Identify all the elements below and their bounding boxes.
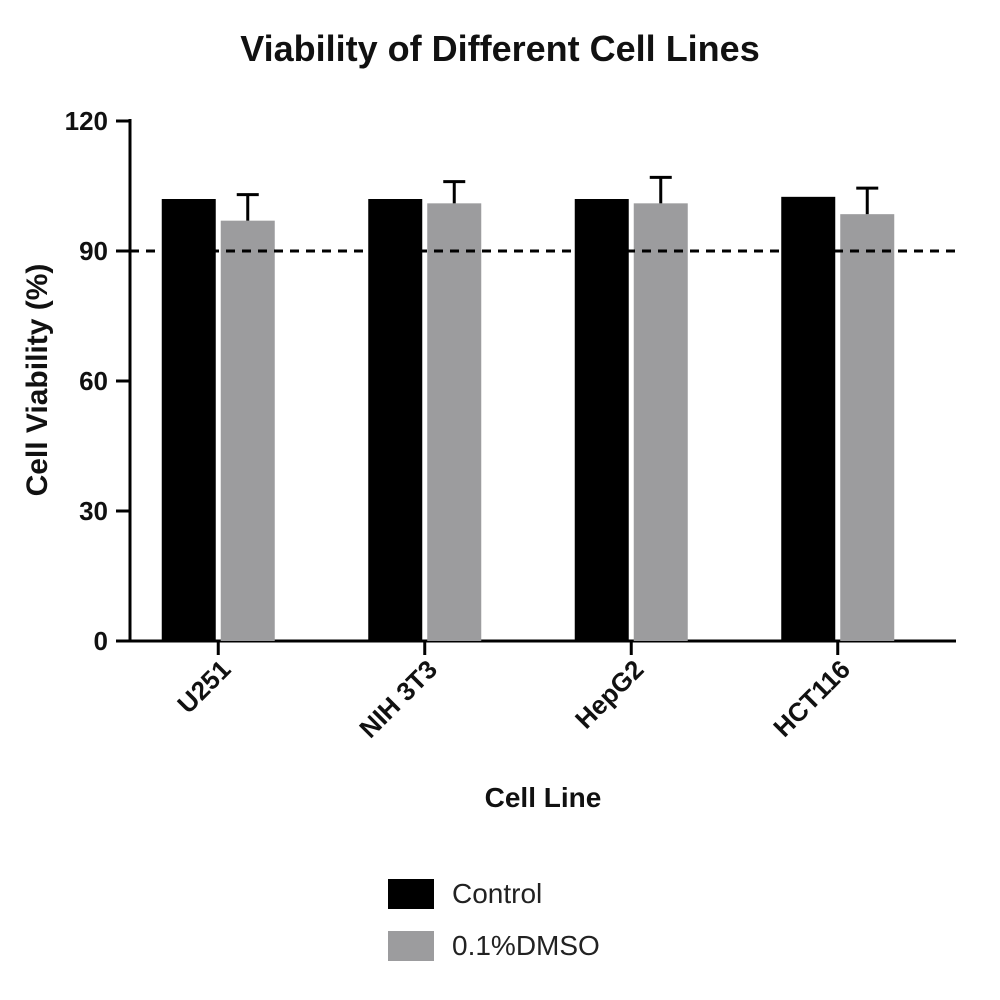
bar-dmso bbox=[427, 203, 482, 642]
y-tick-label: 90 bbox=[79, 236, 108, 266]
x-tick-label: U251 bbox=[171, 654, 236, 719]
chart-title: Viability of Different Cell Lines bbox=[240, 28, 760, 69]
legend-swatch-dmso bbox=[388, 931, 434, 961]
bar-control bbox=[781, 196, 836, 642]
x-tick-label: HepG2 bbox=[569, 654, 649, 734]
plot-area: 0 30 60 90 120 U251 NIH 3T3 HepG2 HCT116 bbox=[65, 106, 956, 744]
legend-swatch-control bbox=[388, 879, 434, 909]
bar-dmso bbox=[220, 220, 275, 641]
bar-dmso bbox=[840, 214, 895, 641]
y-tick-label: 30 bbox=[79, 496, 108, 526]
legend-item-dmso: 0.1%DMSO bbox=[388, 920, 600, 972]
bar-control bbox=[368, 199, 423, 641]
x-axis-label: Cell Line bbox=[484, 782, 602, 813]
bar-control bbox=[161, 199, 216, 641]
bar-control bbox=[574, 199, 629, 641]
legend-item-control: Control bbox=[388, 868, 600, 920]
legend: Control 0.1%DMSO bbox=[388, 868, 600, 972]
y-tick-label: 0 bbox=[94, 626, 108, 656]
x-tick-label: HCT116 bbox=[767, 654, 856, 743]
bar-dmso bbox=[633, 203, 688, 642]
y-axis-label: Cell Viability (%) bbox=[21, 263, 54, 497]
x-tick-label: NIH 3T3 bbox=[353, 654, 443, 744]
legend-label-dmso: 0.1%DMSO bbox=[452, 930, 600, 961]
y-tick-label: 120 bbox=[65, 106, 108, 136]
legend-label-control: Control bbox=[452, 878, 543, 909]
y-tick-label: 60 bbox=[79, 366, 108, 396]
